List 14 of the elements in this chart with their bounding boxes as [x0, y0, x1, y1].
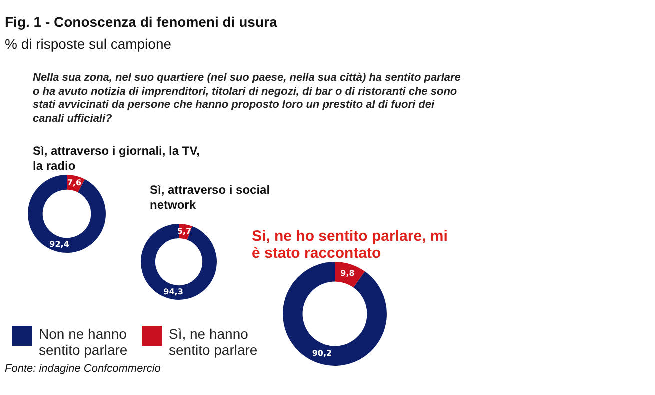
text: % di risposte sul campione [5, 36, 172, 52]
legend-label: Sì, ne hanno sentito parlare [169, 326, 259, 358]
data-label: 7,6 [67, 178, 82, 188]
legend-label: Non ne hanno sentito parlare [39, 326, 129, 358]
text: Fig. 1 - Conoscenza di fenomeni di usura [5, 14, 278, 30]
text: Nella sua zona, nel suo quartiere (nel suo paese, nella sua città) ha sentito parlare o ha avuto notizia di imprenditori, titolari di negozi, di bar o di ristoranti che sono stati avvicinati da persone che hanno proposto loro un prestito al di fuori dei canali ufficiali? [33, 72, 462, 126]
data-label: 90,2 [312, 349, 332, 358]
slice-label: Sì, attraverso i giornali, la TV, la radio [33, 144, 201, 174]
data-label: 92,4 [50, 240, 70, 249]
slice-label: Sì, attraverso i social network [150, 183, 272, 213]
data-label: 9,8 [340, 268, 356, 278]
source-note: Fonte: indagine Confcommercio [5, 363, 161, 375]
slice-label: Si, ne ho sentito parlare, mi è stato raccontato [252, 228, 449, 262]
data-label: 94,3 [164, 287, 184, 296]
